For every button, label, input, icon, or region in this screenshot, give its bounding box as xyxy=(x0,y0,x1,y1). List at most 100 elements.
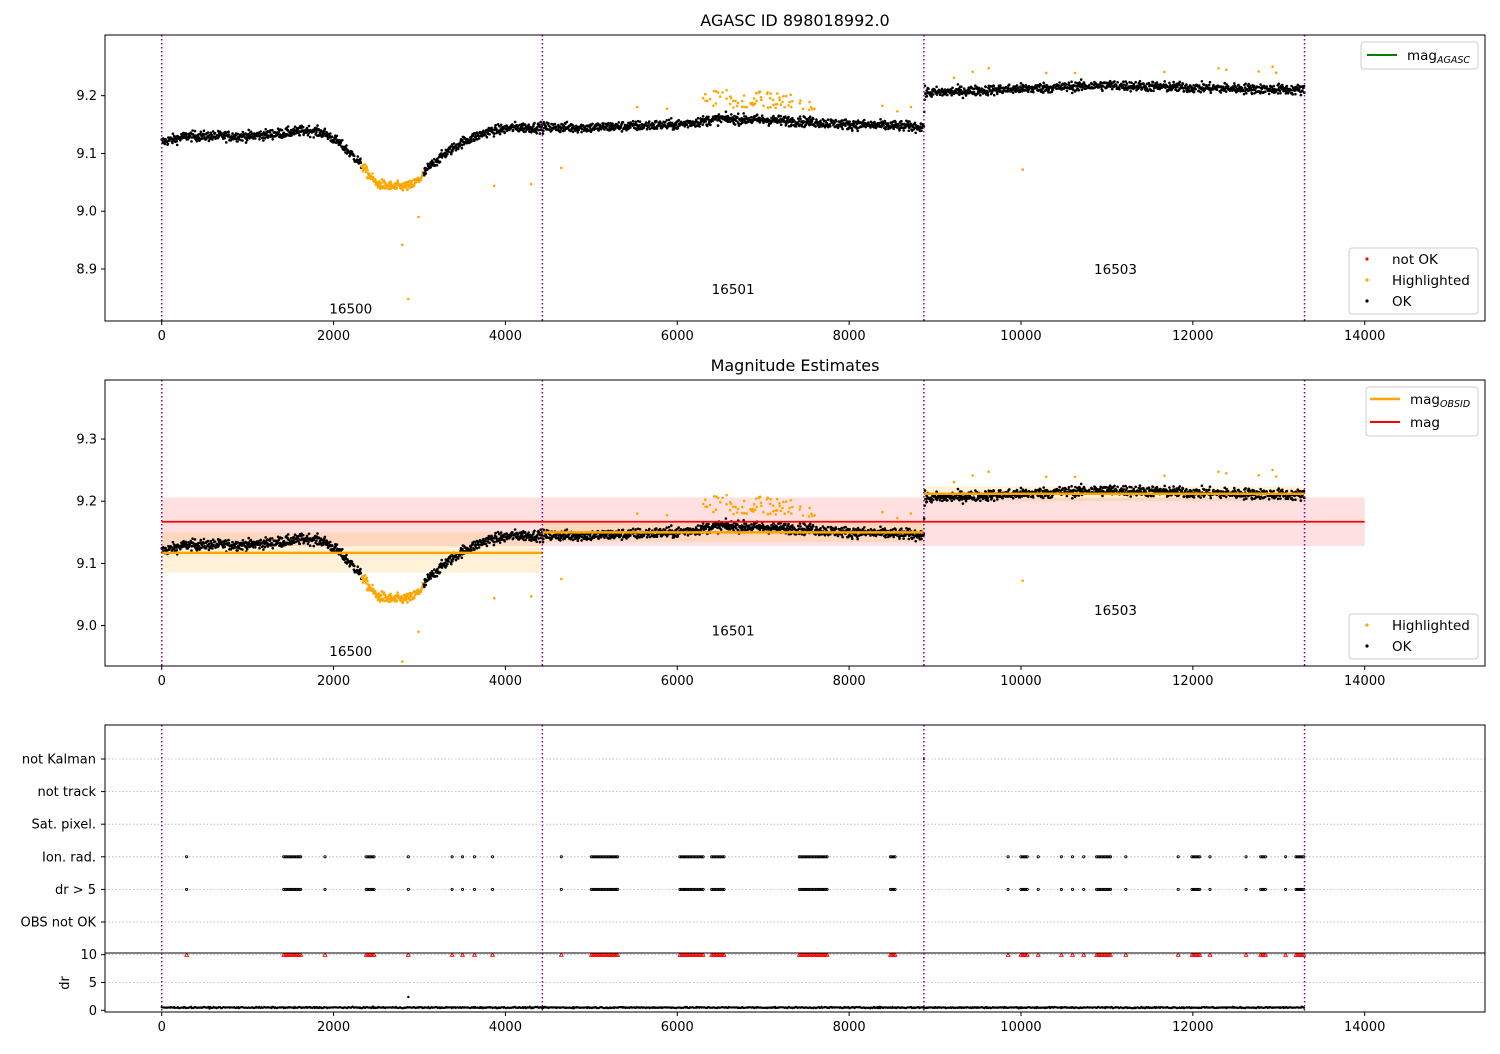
ok-point xyxy=(1168,82,1171,85)
y-tick-label: 8.9 xyxy=(76,263,97,278)
ok-point xyxy=(446,563,449,566)
ok-point xyxy=(791,117,794,120)
ok-point xyxy=(247,129,250,132)
ok-point xyxy=(1227,85,1230,88)
ok-point xyxy=(1139,80,1142,83)
ok-point xyxy=(488,542,491,545)
ok-point xyxy=(315,131,318,134)
ok-point xyxy=(748,117,751,120)
ok-point xyxy=(297,537,300,540)
ok-point xyxy=(299,543,302,546)
ok-point xyxy=(926,95,929,98)
ok-point xyxy=(359,157,362,160)
ok-point xyxy=(811,120,814,123)
ok-point xyxy=(167,143,170,146)
ok-point xyxy=(580,539,583,542)
highlighted-point xyxy=(789,94,792,97)
ok-point xyxy=(511,531,514,534)
ok-point xyxy=(1301,89,1304,92)
ok-point xyxy=(799,525,802,528)
ok-point xyxy=(478,544,481,547)
ok-point xyxy=(191,129,194,132)
ok-point xyxy=(312,545,315,548)
ok-point xyxy=(621,130,624,133)
ok-point xyxy=(316,532,319,535)
ok-point xyxy=(527,123,530,126)
ok-point xyxy=(577,131,580,134)
highlighted-point xyxy=(881,105,884,108)
highlighted-point xyxy=(729,95,732,98)
highlighted-point xyxy=(755,100,758,103)
ok-point xyxy=(297,129,300,132)
ok-point xyxy=(852,120,855,123)
ok-point xyxy=(525,128,528,131)
ok-point xyxy=(851,538,854,541)
ok-point xyxy=(455,559,458,562)
ok-point xyxy=(879,118,882,121)
x-tick-label: 2000 xyxy=(317,329,350,344)
ok-point xyxy=(500,124,503,127)
ok-point xyxy=(470,140,473,143)
highlighted-point xyxy=(725,89,728,92)
ok-point xyxy=(1058,81,1061,84)
ok-point xyxy=(914,122,917,125)
ok-point xyxy=(1078,89,1081,92)
ok-point xyxy=(687,126,690,129)
ok-point xyxy=(324,536,327,539)
highlighted-point xyxy=(382,185,385,188)
ok-point xyxy=(677,119,680,122)
ok-point xyxy=(819,120,822,123)
ok-point xyxy=(656,127,659,130)
highlighted-point xyxy=(1021,168,1024,171)
ok-point xyxy=(1101,89,1104,92)
ok-point xyxy=(219,539,222,542)
highlighted-point xyxy=(762,105,765,108)
ok-point xyxy=(1088,84,1091,87)
ok-point xyxy=(211,547,214,550)
ok-point xyxy=(665,526,668,529)
ok-point xyxy=(639,120,642,123)
ok-point xyxy=(329,541,332,544)
ok-point xyxy=(436,164,439,167)
highlighted-point xyxy=(368,584,371,587)
ok-point xyxy=(670,524,673,527)
ok-point xyxy=(360,572,363,575)
ok-point xyxy=(897,125,900,128)
ok-point xyxy=(827,118,830,121)
ok-point xyxy=(555,533,558,536)
ok-point xyxy=(287,533,290,536)
ok-point xyxy=(432,572,435,575)
ok-point xyxy=(486,136,489,139)
ok-point xyxy=(171,142,174,145)
ok-point xyxy=(536,541,539,544)
ok-point xyxy=(725,110,728,113)
ok-point xyxy=(1080,78,1083,81)
ok-point xyxy=(425,172,428,175)
ok-point xyxy=(264,128,267,131)
highlighted-point xyxy=(396,179,399,182)
ok-point xyxy=(308,533,311,536)
ok-point xyxy=(503,540,506,543)
ok-point xyxy=(562,535,565,538)
ok-point xyxy=(514,528,517,531)
ok-point xyxy=(302,126,305,129)
ok-point xyxy=(1123,83,1126,86)
ok-point xyxy=(809,523,812,526)
ok-point xyxy=(1150,90,1153,93)
highlighted-point xyxy=(365,576,368,579)
highlighted-point xyxy=(769,97,772,100)
ok-point xyxy=(317,536,320,539)
ok-point xyxy=(478,546,481,549)
ok-point xyxy=(780,115,783,118)
ok-point xyxy=(686,123,689,126)
ok-point xyxy=(656,535,659,538)
ok-point xyxy=(450,563,453,566)
ok-point xyxy=(541,534,544,537)
ok-point xyxy=(811,528,814,531)
ok-point xyxy=(322,543,325,546)
highlighted-point xyxy=(413,597,416,600)
ok-point xyxy=(884,128,887,131)
highlighted-point xyxy=(380,594,383,597)
ok-point xyxy=(639,528,642,531)
